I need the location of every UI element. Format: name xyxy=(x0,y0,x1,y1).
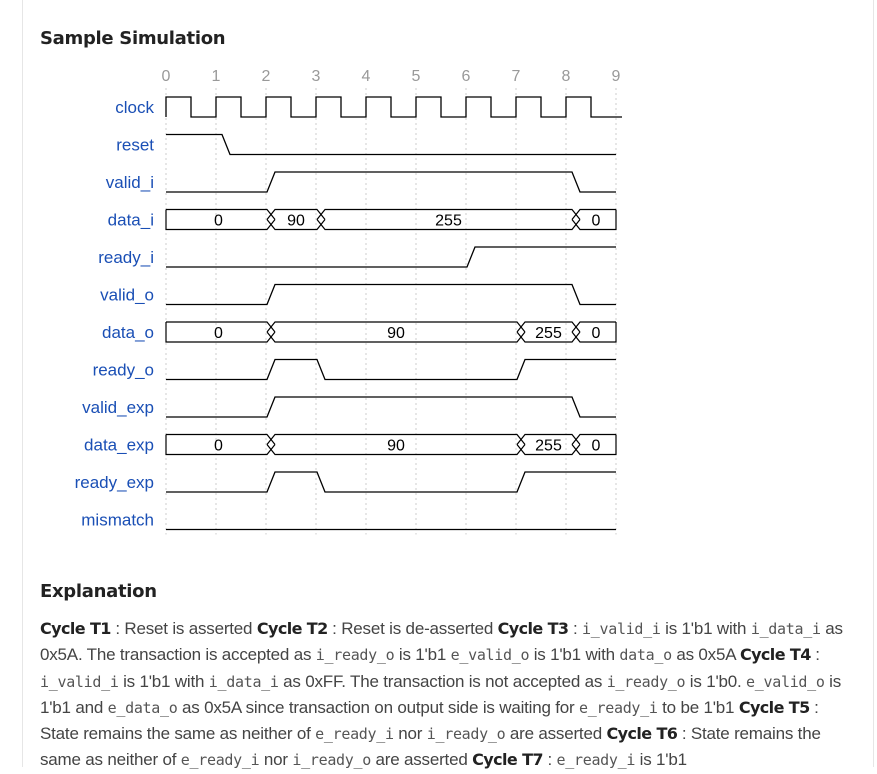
waveform-valid_exp xyxy=(166,396,616,418)
tick-label: 7 xyxy=(512,68,521,85)
signal-label-data_exp: data_exp xyxy=(84,436,154,455)
bus-value-label: 0 xyxy=(214,325,223,342)
explanation-fragment: : Reset is asserted xyxy=(110,619,257,638)
waveform-valid_i xyxy=(166,171,616,193)
tick-label: 1 xyxy=(212,68,221,85)
signal-code: i_ready_o xyxy=(315,646,395,665)
explanation-fragment: nor xyxy=(393,724,427,744)
explanation-fragment: : State remains the same as neither of xyxy=(40,724,821,770)
explanation-fragment: are asserted xyxy=(370,750,473,770)
signal-code: e_ready_i xyxy=(556,751,636,770)
explanation-fragment: is 1'b1 with xyxy=(118,671,209,691)
tick-label: 6 xyxy=(462,68,471,85)
signal-code: e_ready_i xyxy=(180,751,260,770)
bus-value-label: 0 xyxy=(592,438,601,455)
bus-value-label: 255 xyxy=(435,213,462,230)
explanation-fragment: nor xyxy=(259,750,293,770)
explanation-fragment: is 1'b1 with xyxy=(529,645,620,665)
signal-label-ready_exp: ready_exp xyxy=(75,473,154,492)
waveform-ready_o xyxy=(166,358,616,381)
explanation-fragment: is 1'b1 xyxy=(635,750,687,770)
signal-label-ready_i: ready_i xyxy=(98,248,154,267)
explanation-fragment: is 1'b1 xyxy=(394,645,451,665)
tick-label: 5 xyxy=(412,68,421,85)
bus-value-label: 255 xyxy=(535,325,562,342)
cycle-label: Cycle T7 xyxy=(472,750,543,770)
signal-label-mismatch: mismatch xyxy=(81,511,154,530)
signal-code: i_ready_o xyxy=(292,751,371,770)
bus-segment-data_exp xyxy=(571,433,617,456)
tick-label: 2 xyxy=(262,68,271,85)
signal-label-valid_i: valid_i xyxy=(106,173,154,192)
signal-label-ready_o: ready_o xyxy=(93,361,154,380)
cycle-label: Cycle T4 xyxy=(739,645,811,665)
bus-segment-data_i xyxy=(571,208,617,231)
explanation-text: Cycle T1 : Reset is asserted Cycle T2 : … xyxy=(40,616,852,774)
tick-label: 9 xyxy=(612,68,621,85)
explanation-fragment: are asserted xyxy=(505,724,607,744)
signal-label-clock: clock xyxy=(115,98,154,117)
explanation-fragment: is 1'b1 and xyxy=(40,671,842,717)
bus-value-label: 90 xyxy=(287,213,305,230)
cycle-label: Cycle T1 xyxy=(40,619,111,638)
explanation-fragment: as 0xFF. The transaction is not accepted… xyxy=(278,671,607,691)
signal-code: i_valid_i xyxy=(40,672,119,691)
bus-value-label: 0 xyxy=(214,438,223,455)
waveform-valid_o xyxy=(166,283,616,306)
cycle-label: Cycle T6 xyxy=(606,724,678,744)
signal-code: i_ready_o xyxy=(426,725,506,744)
tick-label: 8 xyxy=(562,68,571,85)
bus-value-label: 0 xyxy=(592,213,601,230)
bus-value-label: 0 xyxy=(592,325,601,342)
signal-code: e_ready_i xyxy=(579,698,658,717)
bus-value-label: 255 xyxy=(535,438,562,455)
explanation-fragment: as 0x5A since transaction on output side… xyxy=(177,697,580,717)
signal-label-data_i: data_i xyxy=(108,211,154,230)
signal-code: i_ready_o xyxy=(606,672,686,691)
content-card xyxy=(22,0,874,767)
bus-value-label: 0 xyxy=(214,213,223,230)
cycle-label: Cycle T3 xyxy=(497,619,569,638)
tick-label: 4 xyxy=(362,68,371,85)
section-title-sample-simulation: Sample Simulation xyxy=(40,28,226,49)
explanation-fragment: as 0x5A xyxy=(671,645,740,665)
section-title-explanation: Explanation xyxy=(40,581,157,602)
signal-code: e_data_o xyxy=(107,698,178,717)
waveform-reset xyxy=(166,133,616,156)
signal-code: i_data_i xyxy=(750,620,821,638)
bus-value-label: 90 xyxy=(387,325,405,342)
explanation-fragment: to be 1'b1 xyxy=(657,697,739,717)
signal-code: i_data_i xyxy=(208,672,279,691)
cycle-label: Cycle T2 xyxy=(256,619,328,638)
bus-value-label: 90 xyxy=(387,438,405,455)
explanation-fragment: : State remains the same as neither of xyxy=(40,697,819,744)
timing-diagram: 0 1 2 3 4 5 6 7 8 9 clock reset valid_i data_i 0 90 255 0… xyxy=(75,68,622,535)
explanation-fragment: : Reset is de-asserted xyxy=(327,619,498,638)
signal-label-valid_exp: valid_exp xyxy=(82,398,154,417)
signal-label-reset: reset xyxy=(116,136,154,155)
waveform-clock xyxy=(165,96,622,118)
signal-code: data_o xyxy=(619,646,672,665)
explanation-fragment: : xyxy=(810,645,820,665)
explanation-fragment: is 1'b0. xyxy=(685,671,747,691)
explanation-fragment: is 1'b1 with xyxy=(660,619,751,638)
bus-segment-data_o xyxy=(571,321,617,343)
waveform-ready_exp xyxy=(166,471,616,493)
signal-label-data_o: data_o xyxy=(102,323,154,342)
signal-code: e_ready_i xyxy=(315,725,394,744)
cycle-label: Cycle T5 xyxy=(738,697,810,717)
signal-label-valid_o: valid_o xyxy=(100,286,154,305)
explanation-fragment: : xyxy=(542,750,557,770)
waveform-ready_i xyxy=(166,246,616,268)
tick-label: 0 xyxy=(162,68,171,85)
explanation-fragment: as 0x5A. The transaction is accepted as xyxy=(40,619,843,665)
signal-code: e_valid_o xyxy=(746,672,825,691)
tick-label: 3 xyxy=(312,68,321,85)
explanation-fragment: : xyxy=(568,619,583,638)
signal-code: e_valid_o xyxy=(450,646,530,665)
signal-code: i_valid_i xyxy=(582,620,661,638)
